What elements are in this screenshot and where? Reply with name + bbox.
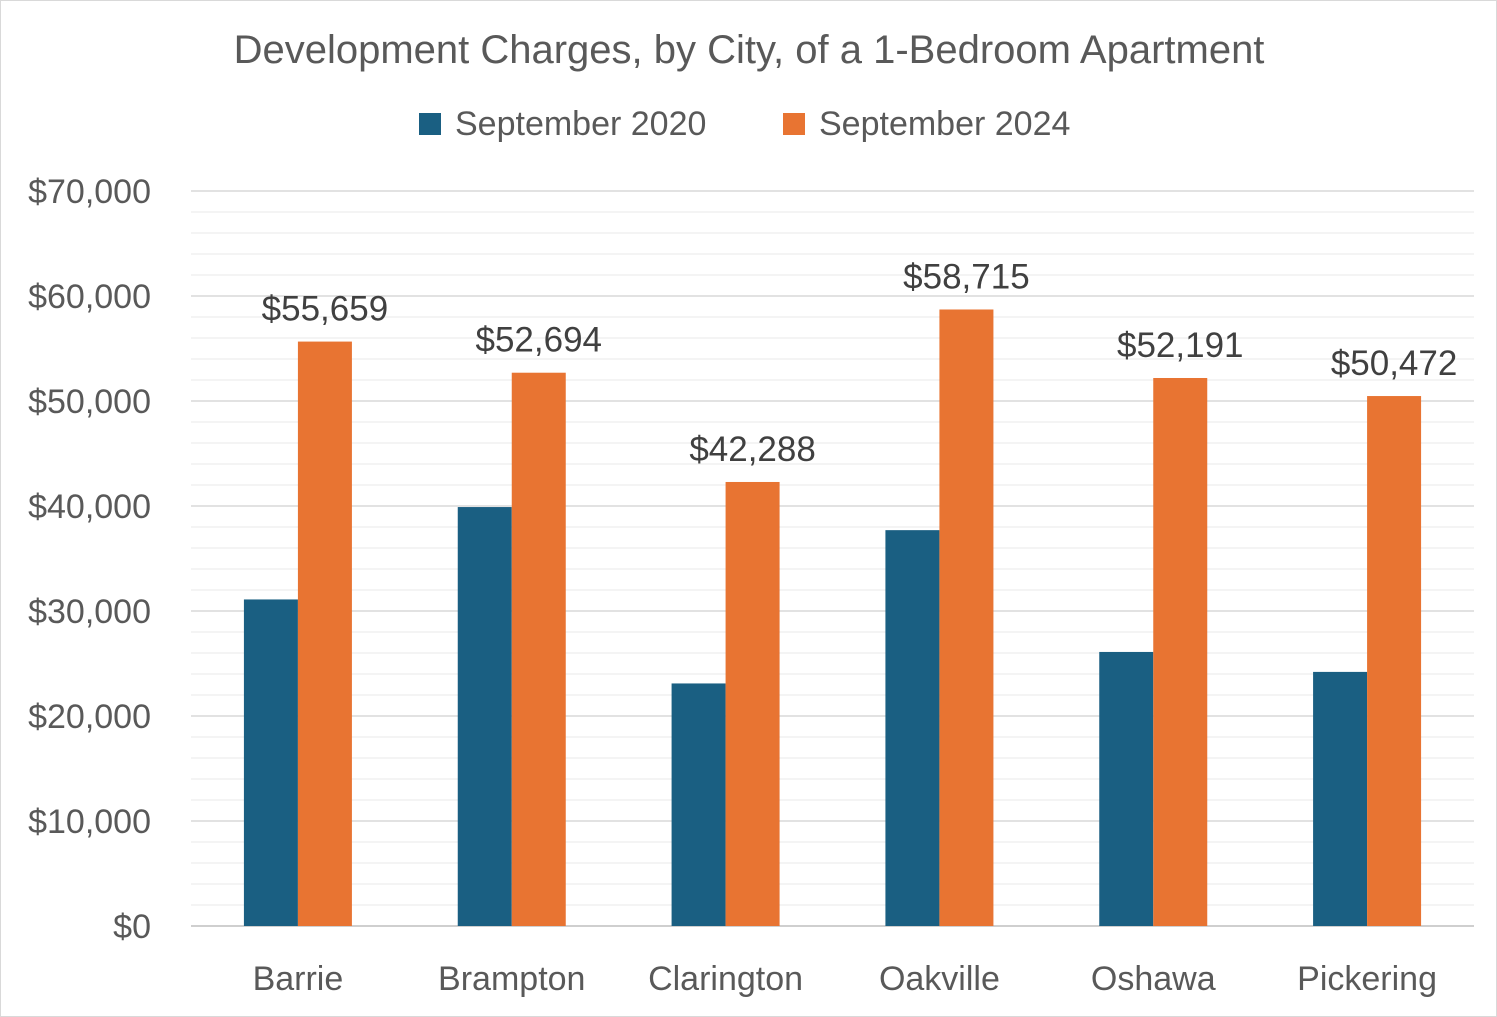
y-tick-label: $30,000 xyxy=(28,593,151,631)
x-axis: Barrie Brampton Clarington Oakville Oshawa Pi… xyxy=(253,960,1437,998)
legend-label: September 2024 xyxy=(819,105,1070,143)
data-label: $50,472 xyxy=(1331,344,1458,383)
x-tick-label: Oshawa xyxy=(1091,960,1216,998)
y-tick-label: $50,000 xyxy=(28,383,151,421)
y-tick-label: $20,000 xyxy=(28,698,151,736)
data-label: $58,715 xyxy=(903,257,1030,296)
data-labels: $55,659 $52,694 $42,288 $58,715 $52,191 $50,4… xyxy=(262,257,1458,468)
bars xyxy=(243,309,1422,926)
y-axis: $0 $10,000 $20,000 $30,000 $40,000 $50,000 $60… xyxy=(28,173,151,946)
data-label: $52,694 xyxy=(475,321,602,360)
bar-oakville-september-2024 xyxy=(939,309,994,926)
bar-barrie-september-2020 xyxy=(243,599,298,926)
x-tick-label: Pickering xyxy=(1297,960,1437,998)
bar-oakville-september-2020 xyxy=(885,530,940,926)
legend-swatch xyxy=(783,113,805,135)
bar-brampton-september-2020 xyxy=(457,507,512,926)
x-tick-label: Clarington xyxy=(648,960,803,998)
y-tick-label: $0 xyxy=(113,908,151,946)
chart-title: Development Charges, by City, of a 1-Bed… xyxy=(234,28,1265,72)
y-tick-label: $10,000 xyxy=(28,803,151,841)
data-label: $55,659 xyxy=(262,290,389,329)
legend-swatch xyxy=(419,113,441,135)
bar-brampton-september-2024 xyxy=(511,372,566,926)
bar-oshawa-september-2024 xyxy=(1153,377,1208,926)
gridlines xyxy=(191,190,1474,927)
x-tick-label: Barrie xyxy=(253,960,344,998)
bar-pickering-september-2020 xyxy=(1313,671,1368,926)
bar-clarington-september-2020 xyxy=(671,683,726,926)
bar-pickering-september-2024 xyxy=(1367,396,1422,926)
legend: September 2020 September 2024 xyxy=(419,105,1070,143)
bar-clarington-september-2024 xyxy=(725,481,780,926)
data-label: $42,288 xyxy=(689,430,816,469)
y-tick-label: $70,000 xyxy=(28,173,151,211)
bar-barrie-september-2024 xyxy=(297,341,352,926)
y-tick-label: $60,000 xyxy=(28,278,151,316)
bar-oshawa-september-2020 xyxy=(1099,651,1154,926)
data-label: $52,191 xyxy=(1117,326,1244,365)
x-tick-label: Brampton xyxy=(438,960,585,998)
legend-label: September 2020 xyxy=(455,105,706,143)
y-tick-label: $40,000 xyxy=(28,488,151,526)
x-tick-label: Oakville xyxy=(879,960,1000,998)
